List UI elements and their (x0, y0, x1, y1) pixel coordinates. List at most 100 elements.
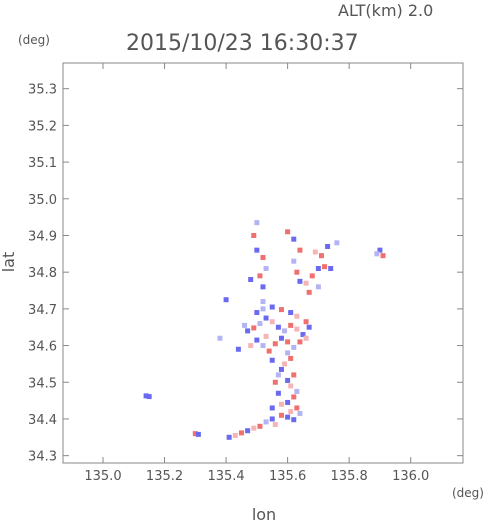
data-point (263, 333, 269, 339)
data-point (245, 428, 251, 434)
y-tick-label: 34.5 (28, 376, 57, 391)
data-point (282, 328, 288, 334)
y-tick-label: 34.8 (28, 266, 57, 281)
x-tick-label: 135.8 (331, 469, 368, 484)
data-point (195, 431, 201, 437)
x-tick-label: 135.0 (84, 469, 121, 484)
data-point (285, 229, 291, 235)
data-point (254, 220, 260, 226)
data-point (245, 328, 251, 334)
data-point (260, 254, 266, 260)
data-point (263, 266, 269, 272)
data-point (257, 273, 263, 279)
data-point (291, 344, 297, 350)
data-point (238, 430, 244, 436)
data-point (377, 247, 383, 253)
data-point (322, 264, 328, 270)
data-point (297, 278, 303, 284)
data-point (328, 266, 334, 272)
y-tick-label: 35.2 (28, 119, 57, 134)
y-tick-label: 35.3 (28, 83, 57, 98)
data-point (294, 313, 300, 319)
data-point (297, 247, 303, 253)
data-point (285, 399, 291, 405)
y-tick-label: 34.6 (28, 340, 57, 355)
data-point (242, 322, 248, 328)
data-point (260, 284, 266, 290)
data-point (285, 350, 291, 356)
data-point (217, 335, 223, 341)
data-point (269, 319, 275, 325)
altitude-label: ALT(km) 2.0 (338, 1, 433, 20)
data-point (257, 321, 263, 327)
data-point (272, 341, 278, 347)
data-points (143, 220, 386, 440)
data-point (260, 343, 266, 349)
x-axis-label: lon (252, 505, 276, 521)
data-point (291, 394, 297, 400)
data-point (294, 269, 300, 275)
data-point (288, 383, 294, 389)
data-point (303, 319, 309, 325)
data-point (272, 421, 278, 427)
data-point (254, 310, 260, 316)
data-point (278, 335, 284, 341)
x-axis-ticks: 135.0 135.2 135.4 135.6 135.8 136.0 (84, 63, 429, 484)
data-point (297, 410, 303, 416)
data-point (306, 324, 312, 330)
data-point (288, 310, 294, 316)
data-point (226, 434, 232, 440)
data-point (278, 412, 284, 418)
data-point (285, 339, 291, 345)
data-point (288, 322, 294, 328)
data-point (285, 414, 291, 420)
data-point (291, 372, 297, 378)
data-point (297, 339, 303, 345)
data-point (318, 253, 324, 259)
data-point (275, 390, 281, 396)
data-point (251, 325, 257, 331)
data-point (275, 324, 281, 330)
data-point (263, 315, 269, 321)
data-point (248, 343, 254, 349)
data-point (263, 419, 269, 425)
data-point (192, 431, 198, 437)
y-tick-label: 35.0 (28, 193, 57, 208)
data-point (269, 416, 275, 422)
data-point (294, 388, 300, 394)
data-point (248, 277, 254, 283)
data-point (282, 361, 288, 367)
data-point (312, 249, 318, 255)
data-point (269, 304, 275, 310)
data-point (291, 236, 297, 242)
data-point (315, 266, 321, 272)
data-point (303, 335, 309, 341)
x-tick-label: 135.2 (146, 469, 183, 484)
data-point (254, 247, 260, 253)
data-point (257, 423, 263, 429)
data-point (325, 243, 331, 249)
data-point (278, 401, 284, 407)
data-point (300, 332, 306, 338)
y-tick-label: 34.7 (28, 303, 57, 318)
data-point (266, 348, 272, 354)
data-point (235, 346, 241, 352)
y-tick-label: 34.4 (28, 413, 57, 428)
data-point (294, 326, 300, 332)
data-point (269, 357, 275, 363)
x-unit-label: (deg) (452, 486, 484, 500)
data-point (291, 417, 297, 423)
data-point (269, 405, 275, 411)
data-point (380, 253, 386, 259)
x-tick-label: 136.0 (392, 469, 429, 484)
data-point (251, 232, 257, 238)
data-point (260, 306, 266, 312)
data-point (223, 297, 229, 303)
data-point (303, 280, 309, 286)
data-point (251, 425, 257, 431)
data-point (291, 258, 297, 264)
data-point (254, 337, 260, 343)
data-point (275, 372, 281, 378)
data-point (294, 405, 300, 411)
data-point (306, 289, 312, 295)
